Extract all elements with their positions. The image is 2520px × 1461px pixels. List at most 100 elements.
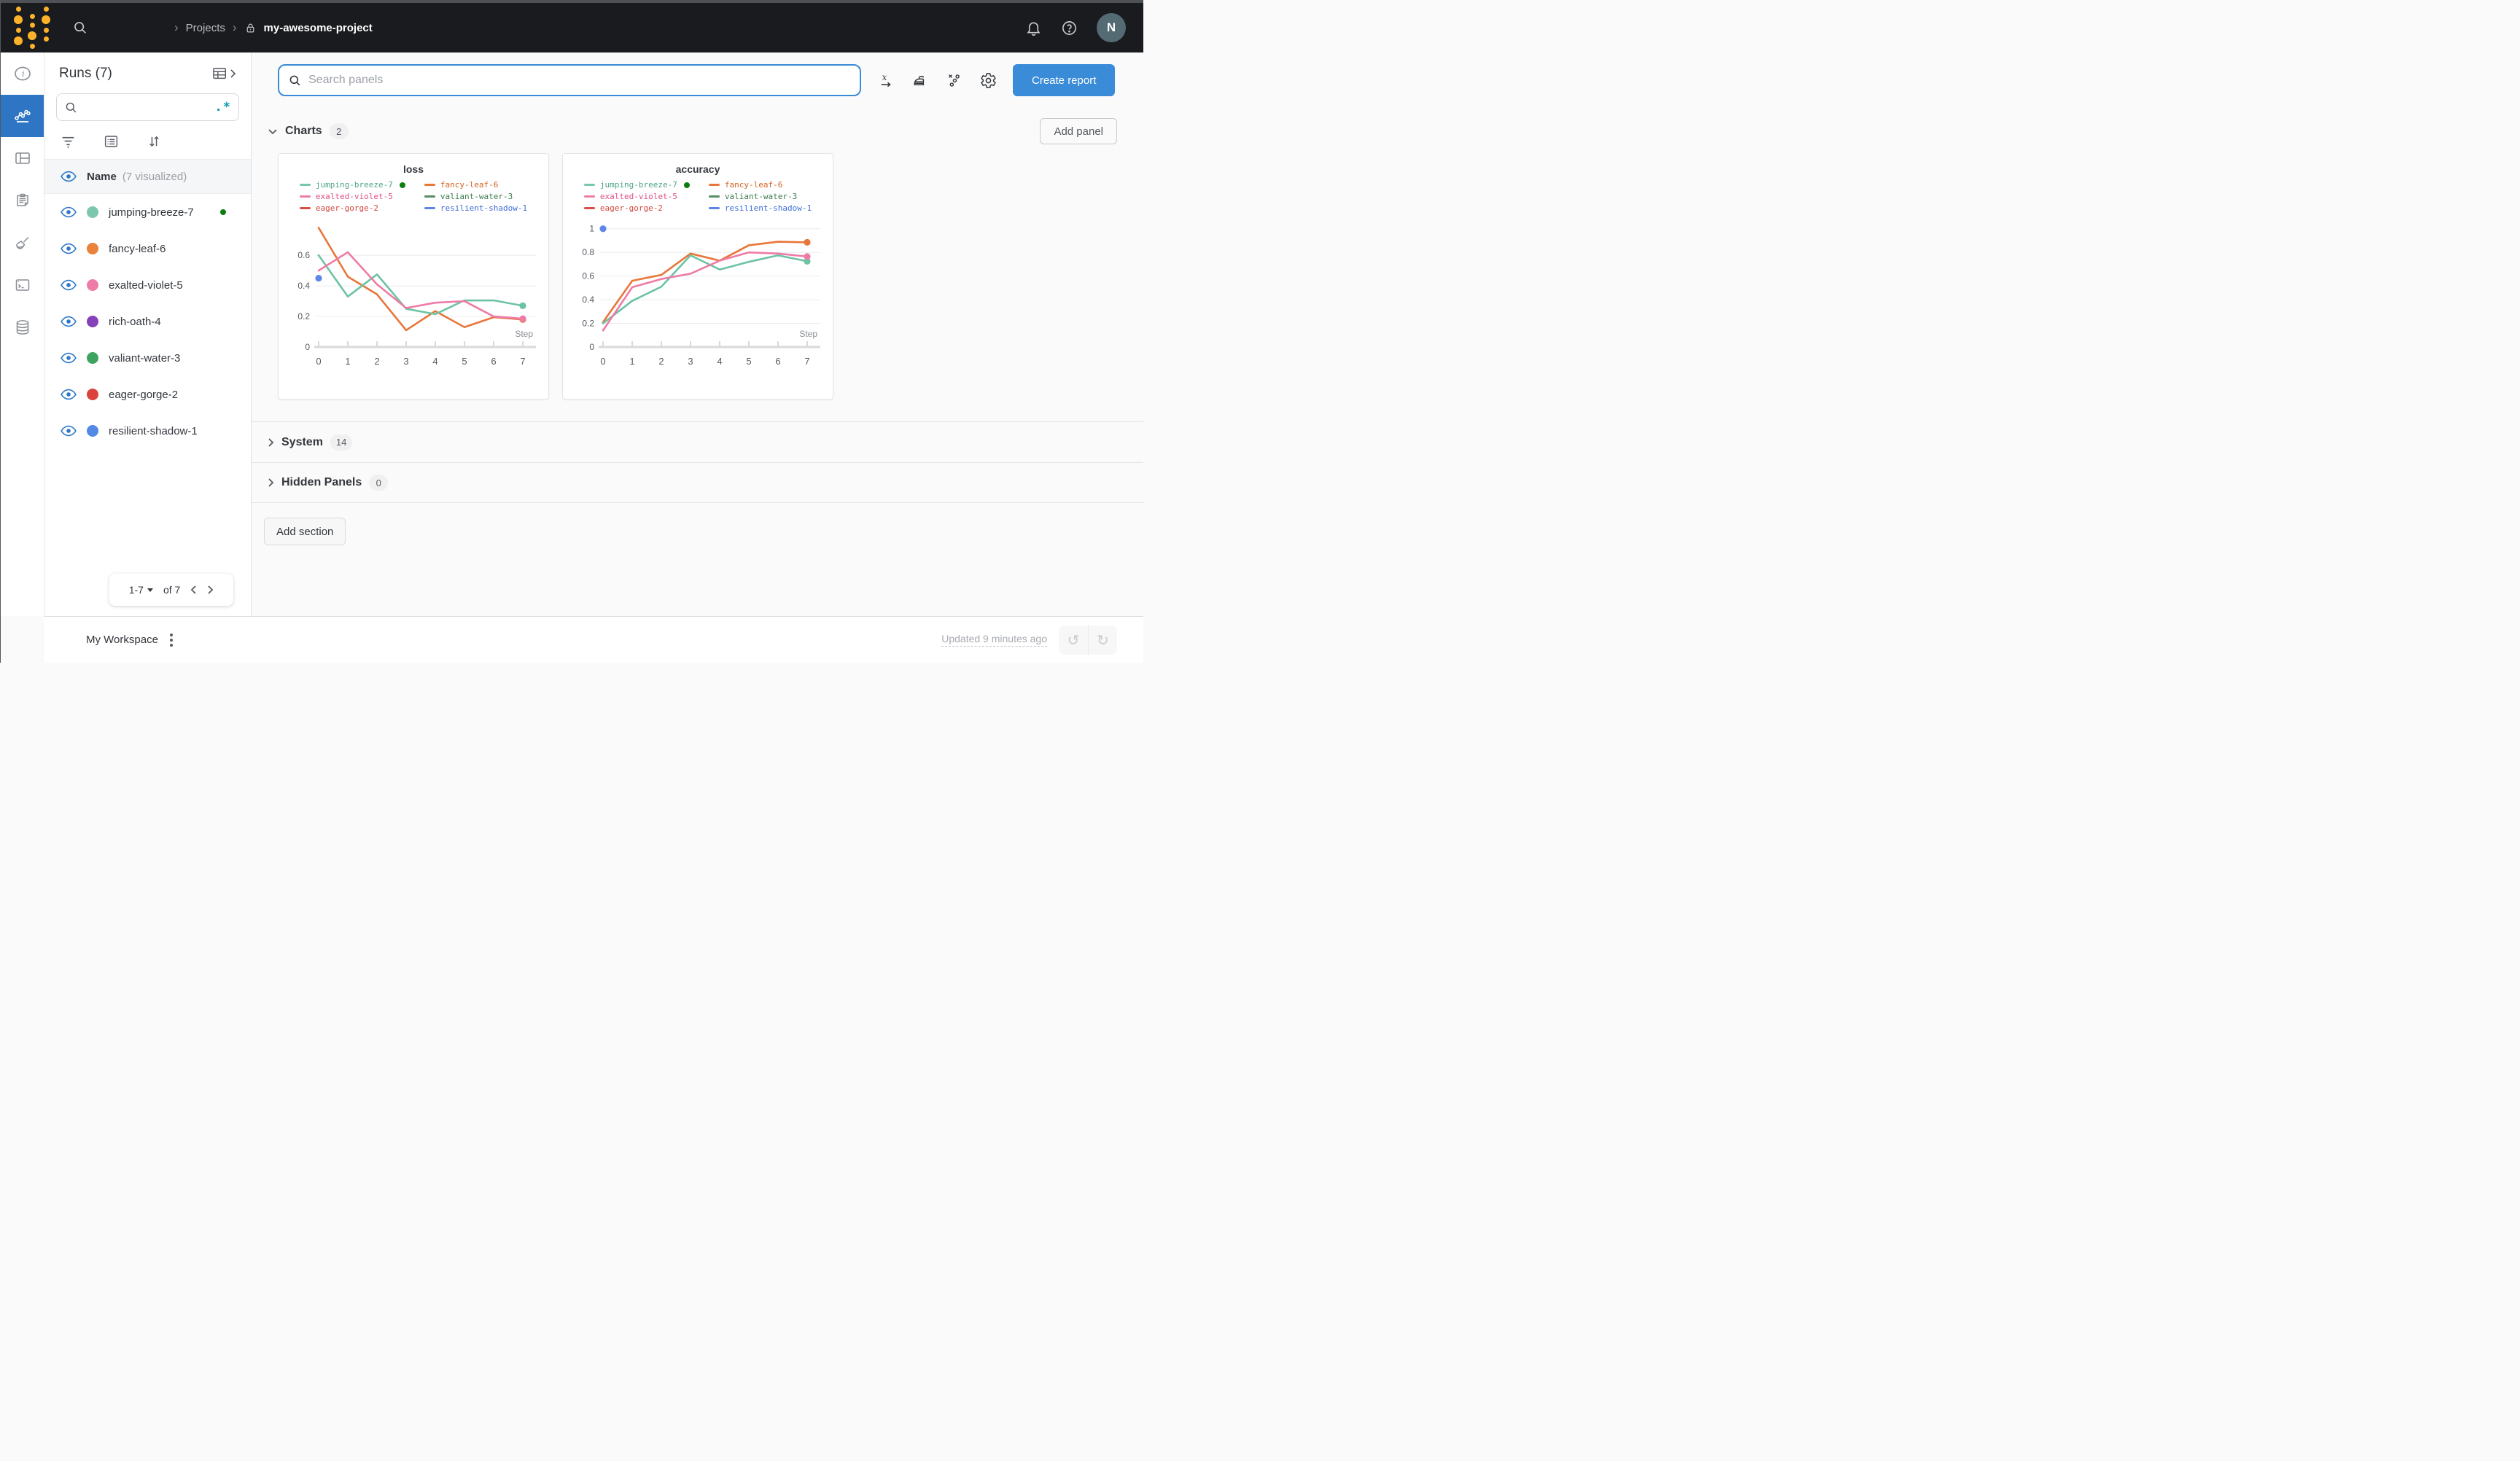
global-search-icon[interactable] (72, 20, 88, 36)
svg-text:1: 1 (589, 224, 594, 234)
pagination-total: of 7 (163, 584, 181, 596)
legend-dash-icon (299, 206, 311, 210)
filter-icon[interactable] (61, 134, 76, 149)
legend-dash-icon (708, 183, 720, 187)
outliers-points-icon[interactable] (946, 72, 962, 88)
run-visibility-eye-icon[interactable] (61, 351, 77, 365)
rail-artifacts-database-icon[interactable] (1, 306, 44, 348)
svg-text:x: x (882, 72, 887, 82)
run-visibility-eye-icon[interactable] (61, 242, 77, 255)
runs-search-input[interactable] (84, 101, 209, 113)
topbar-actions: N (1025, 13, 1126, 42)
legend-dash-icon (424, 195, 435, 198)
smoothing-iron-icon[interactable] (912, 72, 929, 89)
run-visibility-eye-icon[interactable] (61, 206, 77, 219)
legend-item[interactable]: resilient-shadow-1 (708, 203, 812, 213)
add-section-button[interactable]: Add section (264, 518, 346, 545)
run-visibility-eye-icon[interactable] (61, 278, 77, 292)
chart-card-accuracy[interactable]: accuracy jumping-breeze-7 fancy-leaf-6 exa… (562, 153, 833, 400)
last-updated-text[interactable]: Updated 9 minutes ago (941, 633, 1047, 647)
svg-text:2: 2 (658, 356, 664, 367)
workspace-menu-kebab-icon[interactable] (169, 633, 173, 647)
run-visibility-eye-icon[interactable] (61, 424, 77, 437)
run-name: valiant-water-3 (109, 351, 181, 365)
breadcrumb-project-name[interactable]: my-awesome-project (263, 21, 373, 34)
run-row[interactable]: rich-oath-4 (44, 303, 251, 340)
rail-notes-clipboard-icon[interactable] (1, 179, 44, 222)
redo-icon[interactable]: ↻ (1088, 625, 1117, 655)
chart-plot: 0 0.2 0.4 0.6 0 1 2 3 4 5 6 7 Step (298, 227, 536, 367)
svg-text:0: 0 (305, 342, 310, 352)
add-panel-button[interactable]: Add panel (1040, 118, 1117, 144)
legend-item[interactable]: exalted-violet-5 (583, 192, 690, 201)
run-visibility-eye-icon[interactable] (61, 315, 77, 328)
legend-item[interactable]: resilient-shadow-1 (424, 203, 527, 213)
settings-gear-icon[interactable] (980, 72, 997, 89)
legend-item[interactable]: eager-gorge-2 (299, 203, 405, 213)
undo-icon[interactable]: ↺ (1067, 631, 1080, 649)
sort-icon[interactable] (147, 134, 162, 149)
legend-item[interactable]: fancy-leaf-6 (424, 180, 527, 190)
rail-sweeps-brush-icon[interactable] (1, 222, 44, 264)
toggle-all-visibility-eye-icon[interactable] (61, 170, 77, 183)
run-row[interactable]: fancy-leaf-6 (44, 230, 251, 267)
svg-text:4: 4 (717, 356, 722, 367)
legend-item[interactable]: valiant-water-3 (708, 192, 812, 201)
svg-text:0.2: 0.2 (582, 319, 594, 329)
runs-sidebar: Runs (7) .* (44, 52, 252, 616)
legend-item[interactable]: fancy-leaf-6 (708, 180, 812, 190)
rail-workspace-chart-icon[interactable] (1, 95, 44, 137)
legend-item[interactable]: jumping-breeze-7 (299, 180, 405, 190)
legend-item[interactable]: valiant-water-3 (424, 192, 527, 201)
run-name: jumping-breeze-7 (109, 206, 194, 219)
run-row[interactable]: eager-gorge-2 (44, 376, 251, 413)
runs-list-header[interactable]: Name (7 visualized) (44, 159, 251, 194)
rail-overview-info-icon[interactable]: i (1, 52, 44, 95)
legend-item[interactable]: eager-gorge-2 (583, 203, 690, 213)
run-row[interactable]: jumping-breeze-7 (44, 194, 251, 230)
svg-text:0.6: 0.6 (298, 250, 310, 260)
wandb-logo[interactable] (14, 7, 50, 49)
run-visibility-eye-icon[interactable] (61, 388, 77, 401)
page-size-dropdown[interactable]: 1-7 (129, 584, 153, 596)
legend-item[interactable]: jumping-breeze-7 (583, 180, 690, 190)
workspace-name: My Workspace (86, 634, 158, 646)
open-runs-table-icon[interactable] (212, 66, 236, 81)
create-report-button[interactable]: Create report (1013, 64, 1116, 96)
regex-toggle[interactable]: .* (214, 100, 231, 114)
run-row[interactable]: resilient-shadow-1 (44, 413, 251, 449)
chevron-right-icon (268, 478, 274, 488)
run-color-dot (87, 316, 98, 327)
svg-text:0: 0 (589, 342, 594, 352)
run-name: rich-oath-4 (109, 315, 161, 328)
run-color-dot (87, 279, 98, 291)
left-rail: i (1, 52, 44, 616)
charts-section-label[interactable]: Charts (285, 125, 322, 137)
columns-list-icon[interactable] (104, 134, 119, 149)
x-axis-settings-icon[interactable]: x (879, 72, 895, 88)
legend-dash-icon (708, 206, 720, 210)
legend-dash-icon (583, 206, 595, 210)
system-section-header[interactable]: System 14 (252, 421, 1143, 462)
legend-item[interactable]: exalted-violet-5 (299, 192, 405, 201)
next-page-icon[interactable] (207, 585, 214, 595)
rail-table-icon[interactable] (1, 137, 44, 179)
run-row[interactable]: exalted-violet-5 (44, 267, 251, 303)
rail-logs-terminal-icon[interactable] (1, 264, 44, 306)
breadcrumb: › Projects › my-awesome-project (174, 20, 373, 34)
main-panel: x Create report Charts 2 (252, 52, 1143, 616)
breadcrumb-chevron-icon: › (174, 20, 179, 34)
help-icon[interactable] (1061, 20, 1078, 36)
chevron-down-icon[interactable] (268, 128, 278, 135)
chart-card-loss[interactable]: loss jumping-breeze-7 fancy-leaf-6 exalted… (278, 153, 549, 400)
workspace-footer: My Workspace Updated 9 minutes ago ↺ ↻ (44, 616, 1143, 663)
notifications-bell-icon[interactable] (1025, 20, 1042, 36)
user-avatar[interactable]: N (1097, 13, 1126, 42)
search-icon (289, 75, 300, 85)
prev-page-icon[interactable] (190, 585, 197, 595)
panel-search-input[interactable] (308, 74, 851, 87)
run-row[interactable]: valiant-water-3 (44, 340, 251, 376)
runs-pagination: 1-7 of 7 (109, 574, 233, 606)
breadcrumb-projects-link[interactable]: Projects (185, 21, 225, 34)
hidden-panels-section-header[interactable]: Hidden Panels 0 (252, 462, 1143, 503)
